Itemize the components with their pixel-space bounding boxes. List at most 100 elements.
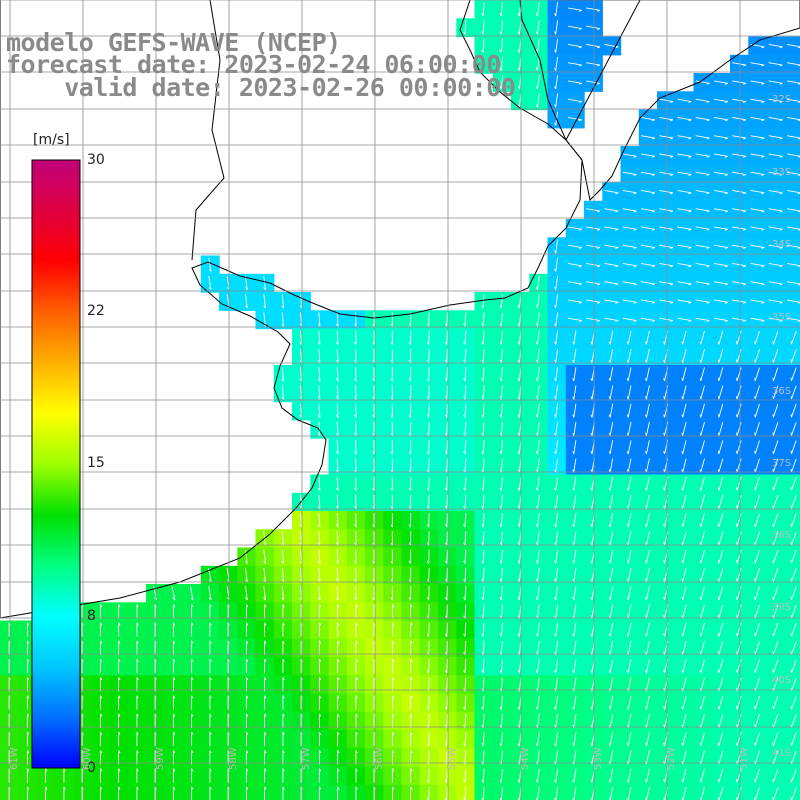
wind-arrow-head xyxy=(626,779,629,783)
wind-arrow-head xyxy=(706,101,710,103)
wind-speed-cell xyxy=(748,474,768,494)
lon-label-54w: 54W xyxy=(520,747,531,770)
wind-arrow-head xyxy=(761,210,765,213)
wind-arrow xyxy=(336,586,339,601)
wind-speed-cell xyxy=(711,638,731,658)
wind-arrow xyxy=(791,513,797,527)
wind-arrow-head xyxy=(554,432,557,436)
wind-arrow-head xyxy=(319,786,322,790)
wind-arrow-head xyxy=(445,341,448,345)
wind-speed-cell xyxy=(748,730,768,749)
wind-arrow-head xyxy=(408,432,411,437)
wind-arrow-head xyxy=(410,750,413,754)
wind-arrow xyxy=(700,750,705,765)
wind-arrow-head xyxy=(246,604,249,608)
wind-arrow-head xyxy=(615,283,619,286)
wind-arrow-head xyxy=(535,505,538,509)
wind-arrow-head xyxy=(426,724,430,729)
wind-arrow-head xyxy=(392,604,395,608)
wind-arrow xyxy=(718,494,724,509)
wind-arrow-head xyxy=(499,378,502,382)
wind-arrow xyxy=(555,586,559,601)
wind-arrow-head xyxy=(299,597,303,601)
wind-arrow xyxy=(713,153,728,157)
wind-arrow-head xyxy=(499,633,502,637)
wind-arrow-head xyxy=(554,743,557,747)
wind-arrow xyxy=(622,189,637,194)
wind-arrow-head xyxy=(499,706,502,710)
wind-arrow-head xyxy=(481,49,484,53)
wind-arrow xyxy=(627,677,632,692)
wind-arrow-head xyxy=(319,658,322,663)
wind-arrow-head xyxy=(597,320,601,322)
wind-arrow xyxy=(645,567,650,582)
wind-arrow xyxy=(586,244,601,249)
wind-arrow-head xyxy=(554,414,557,418)
wind-speed-cell xyxy=(784,492,800,512)
wind-arrow xyxy=(573,458,577,473)
wind-arrow xyxy=(768,80,783,84)
wind-arrow-head xyxy=(790,596,792,600)
wind-arrow-head xyxy=(699,450,702,455)
wind-arrow-head xyxy=(688,228,692,231)
wind-speed-cell xyxy=(748,401,768,421)
wind-arrow-head xyxy=(554,487,557,491)
wind-arrow-head xyxy=(535,13,538,17)
wind-arrow xyxy=(446,348,448,363)
wind-arrow xyxy=(786,98,800,102)
wind-arrow xyxy=(482,677,485,692)
wind-arrow-head xyxy=(499,67,502,71)
wind-arrow-head xyxy=(706,192,710,195)
wind-arrow xyxy=(682,567,687,582)
wind-arrow-head xyxy=(426,560,430,564)
wind-arrow xyxy=(586,281,601,285)
wind-arrow xyxy=(537,677,540,692)
wind-arrow-head xyxy=(572,706,575,710)
wind-arrow xyxy=(622,281,637,285)
wind-arrow-head xyxy=(717,797,720,800)
wind-arrow xyxy=(700,458,705,473)
wind-arrow xyxy=(446,604,448,619)
wind-arrow xyxy=(604,226,619,230)
wind-arrow-head xyxy=(481,651,484,656)
wind-arrow-head xyxy=(173,658,176,663)
wind-arrow xyxy=(682,622,687,637)
wind-speed-cell xyxy=(748,438,768,457)
wind-arrow-head xyxy=(572,432,575,436)
wind-arrow xyxy=(736,385,742,400)
wind-arrow-head xyxy=(754,341,756,345)
wind-arrow xyxy=(300,567,303,582)
wind-arrow xyxy=(772,677,779,692)
wind-speed-cell xyxy=(748,511,768,530)
wind-arrow xyxy=(718,330,724,345)
wind-arrow-head xyxy=(699,414,702,418)
wind-arrow xyxy=(754,586,760,600)
wind-arrow-head xyxy=(633,155,637,158)
wind-arrow-head xyxy=(535,323,538,327)
wind-arrow xyxy=(573,476,577,491)
wind-arrow xyxy=(645,695,650,710)
wind-arrow xyxy=(736,659,742,673)
wind-arrow xyxy=(695,226,710,230)
wind-arrow-head xyxy=(408,341,411,345)
wind-arrow-head xyxy=(597,265,601,268)
wind-arrow xyxy=(300,312,303,327)
wind-arrow-head xyxy=(645,414,647,418)
wind-arrow-head xyxy=(463,652,466,656)
wind-arrow-head xyxy=(743,64,747,67)
wind-arrow xyxy=(500,330,503,345)
wind-arrow-head xyxy=(354,341,357,345)
wind-arrow-head xyxy=(754,633,756,637)
wind-arrow-head xyxy=(27,677,30,681)
wind-arrow-head xyxy=(754,797,756,800)
wind-arrow-head xyxy=(554,633,557,637)
wind-arrow-head xyxy=(608,706,611,710)
wind-arrow xyxy=(446,659,448,674)
wind-arrow xyxy=(659,98,674,103)
wind-arrow-head xyxy=(663,596,665,601)
wind-arrow xyxy=(300,549,303,564)
wind-arrow-head xyxy=(688,210,692,213)
wind-arrow-head xyxy=(790,578,792,582)
wind-arrow xyxy=(627,586,632,601)
wind-arrow xyxy=(555,294,559,309)
